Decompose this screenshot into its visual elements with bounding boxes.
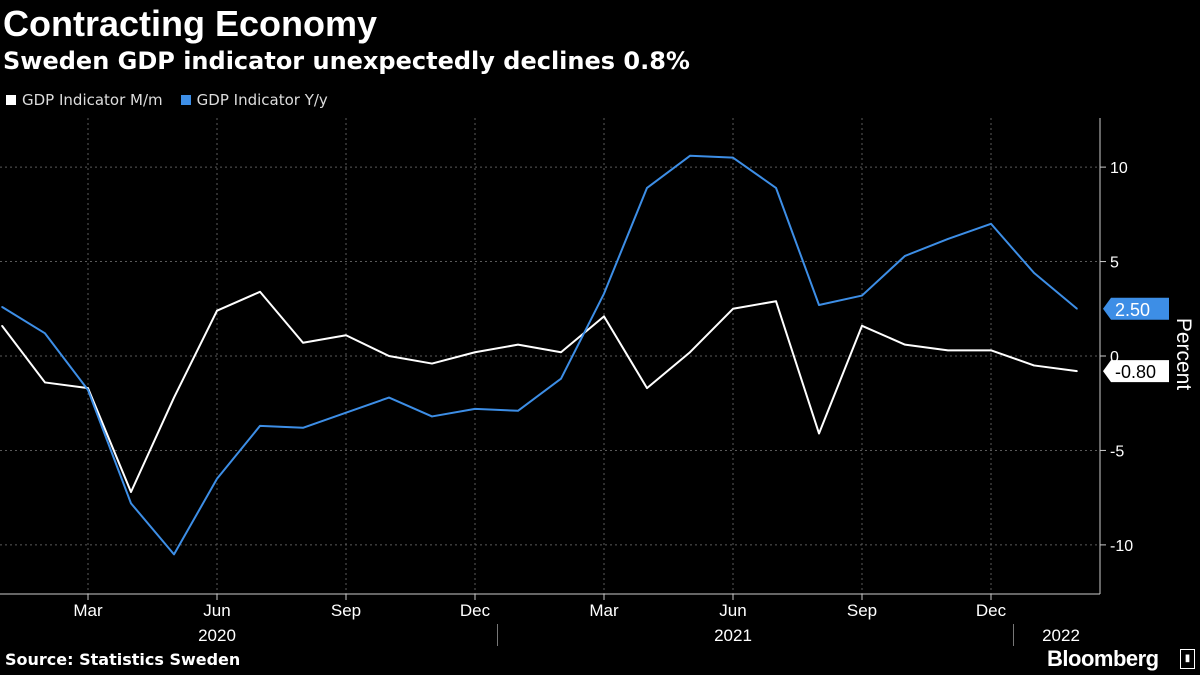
- data-point-yy: [474, 408, 476, 410]
- data-point-mm: [130, 491, 132, 493]
- data-point-yy: [44, 332, 46, 335]
- legend-label-yy: GDP Indicator Y/y: [196, 91, 328, 109]
- source-note: Source: Statistics Sweden: [5, 650, 241, 669]
- x-tick-label: Sep: [331, 601, 361, 620]
- data-point-yy: [517, 409, 519, 412]
- data-point-yy: [904, 255, 906, 257]
- data-point-yy: [947, 238, 949, 240]
- data-point-yy: [1076, 307, 1078, 310]
- last-value-label-yy: 2.50: [1115, 300, 1150, 320]
- x-tick-label: Dec: [976, 601, 1007, 620]
- data-point-mm: [173, 396, 175, 399]
- data-point-mm: [947, 349, 949, 352]
- legend-label-mm: GDP Indicator M/m: [22, 91, 163, 109]
- data-point-yy: [1, 306, 3, 308]
- data-point-mm: [44, 381, 46, 384]
- y-axis-label: Percent: [1172, 318, 1195, 391]
- data-point-mm: [603, 315, 605, 318]
- data-point-mm: [216, 309, 218, 312]
- data-point-mm: [474, 351, 476, 354]
- last-value-label-mm: -0.80: [1115, 362, 1156, 382]
- legend-swatch-mm: [6, 95, 16, 105]
- data-point-mm: [732, 307, 734, 310]
- data-point-mm: [646, 387, 648, 389]
- legend-swatch-yy: [180, 95, 191, 105]
- y-tick-label: -10: [1110, 538, 1133, 555]
- data-point-yy: [990, 222, 992, 225]
- data-point-yy: [861, 294, 863, 297]
- data-point-mm: [1033, 364, 1035, 367]
- brand-logo: Bloomberg: [1047, 646, 1159, 671]
- data-point-yy: [388, 396, 390, 399]
- data-point-yy: [216, 477, 218, 480]
- data-point-mm: [818, 432, 820, 435]
- series-line-mm: [1, 290, 1078, 493]
- data-point-yy: [130, 502, 132, 505]
- last-value-badge-yy: [1103, 297, 1169, 320]
- data-point-yy: [560, 377, 562, 380]
- data-point-mm: [302, 341, 304, 344]
- data-point-mm: [259, 290, 261, 293]
- data-point-mm: [388, 355, 390, 357]
- x-tick-label: Sep: [847, 601, 877, 620]
- year-label: 2022: [1042, 626, 1080, 645]
- data-point-yy: [775, 187, 777, 189]
- data-point-yy: [259, 425, 261, 427]
- data-point-yy: [87, 389, 89, 391]
- legend: GDP Indicator M/m GDP Indicator Y/y: [6, 91, 328, 109]
- data-point-mm: [1, 324, 3, 327]
- data-point-mm: [431, 362, 433, 365]
- data-point-yy: [818, 304, 820, 306]
- data-point-mm: [775, 300, 777, 303]
- data-point-yy: [603, 292, 605, 295]
- y-tick-label: -5: [1110, 443, 1124, 460]
- data-point-yy: [732, 156, 734, 159]
- x-tick-label: Mar: [589, 601, 619, 620]
- data-point-yy: [302, 426, 304, 429]
- y-tick-label: 0: [1110, 349, 1119, 366]
- data-point-yy: [431, 415, 433, 418]
- year-label: 2021: [714, 626, 752, 645]
- x-tick-label: Jun: [719, 601, 746, 620]
- data-point-mm: [689, 351, 691, 354]
- data-point-mm: [345, 334, 347, 337]
- data-point-yy: [689, 154, 691, 157]
- chart-title: Contracting Economy: [3, 3, 378, 44]
- data-point-mm: [861, 324, 863, 327]
- x-tick-label: Mar: [73, 601, 103, 620]
- data-point-mm: [560, 351, 562, 354]
- data-point-mm: [990, 349, 992, 352]
- legend-item-yy: GDP Indicator Y/y: [180, 91, 328, 109]
- year-label: 2020: [198, 626, 236, 645]
- y-tick-label: 10: [1110, 160, 1128, 177]
- x-tick-label: Jun: [203, 601, 230, 620]
- data-point-yy: [345, 411, 347, 414]
- data-point-yy: [1033, 272, 1035, 274]
- brand-icon: ▮: [1180, 649, 1195, 669]
- data-point-mm: [517, 343, 519, 346]
- y-tick-label: 5: [1110, 255, 1119, 272]
- data-point-yy: [173, 553, 175, 556]
- x-tick-label: Dec: [460, 601, 491, 620]
- data-point-mm: [904, 343, 906, 346]
- last-value-badge-mm: [1103, 360, 1169, 383]
- data-point-yy: [646, 187, 648, 189]
- series-line-yy: [1, 154, 1078, 556]
- data-point-mm: [1076, 370, 1078, 372]
- chart-subtitle: Sweden GDP indicator unexpectedly declin…: [3, 47, 690, 75]
- legend-item-mm: GDP Indicator M/m: [6, 91, 163, 109]
